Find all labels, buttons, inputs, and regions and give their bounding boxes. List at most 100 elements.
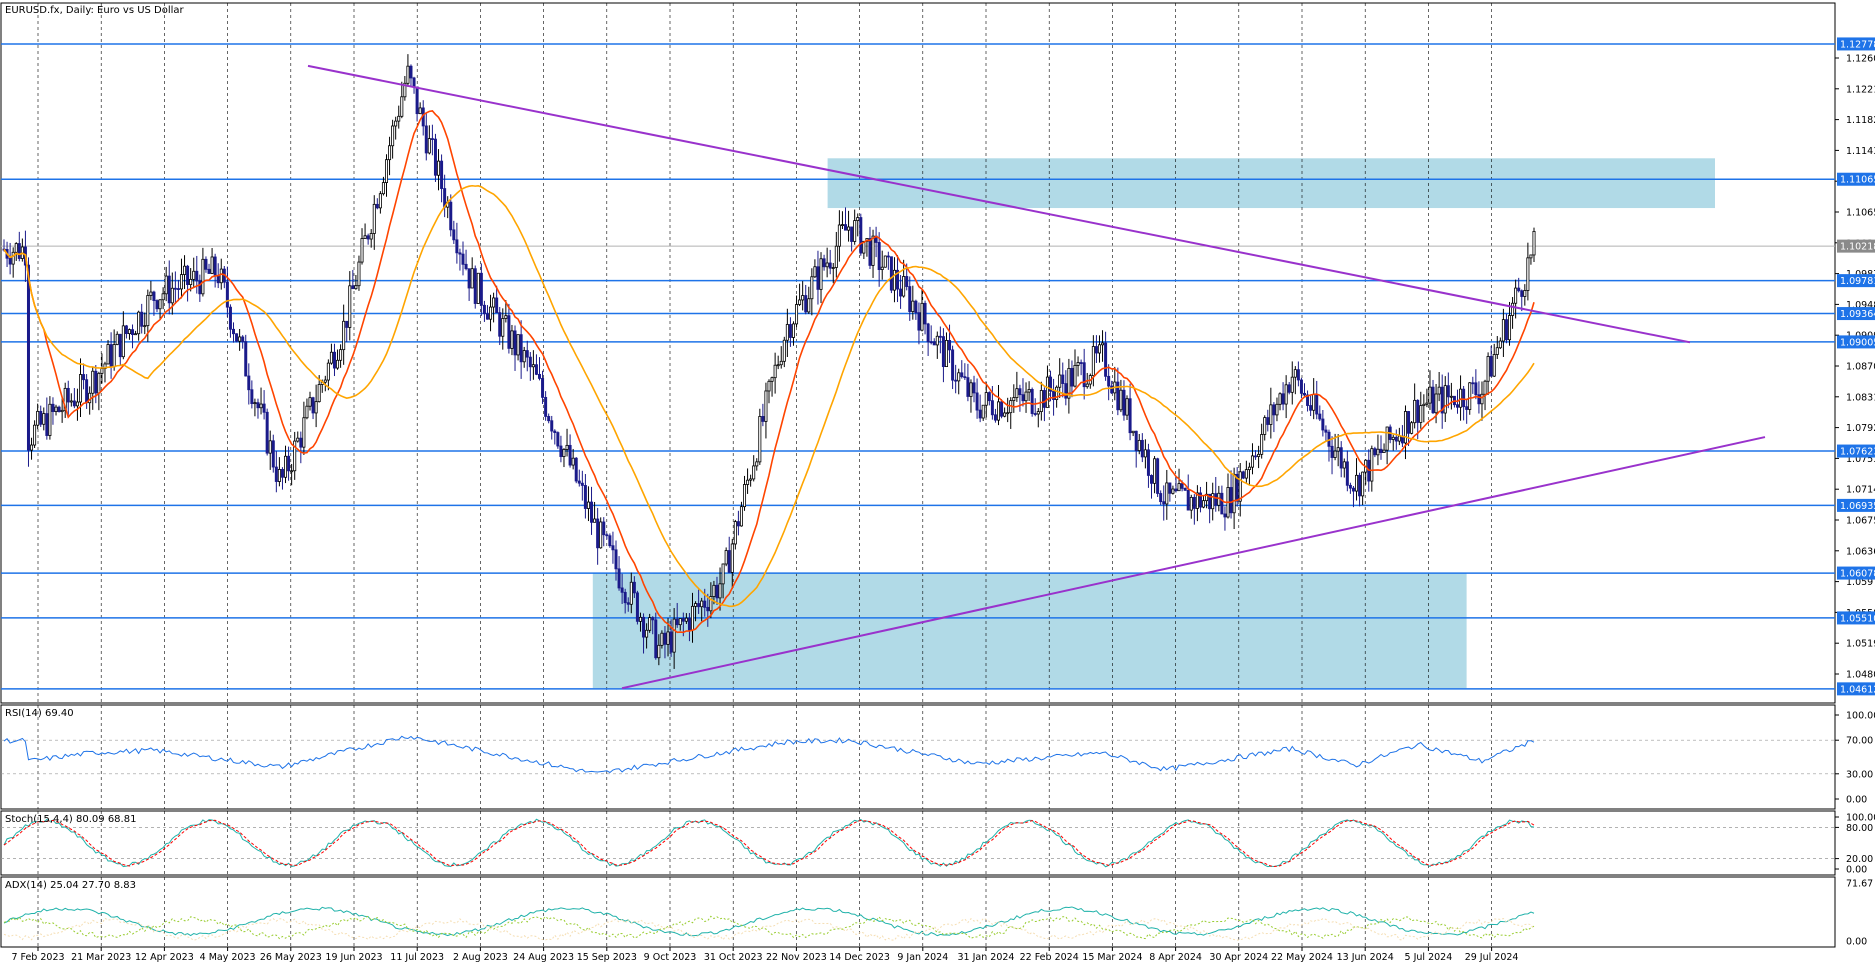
- price-axis[interactable]: 1.126001.122101.118201.114301.110401.106…: [1835, 37, 1875, 948]
- candle-body: [1379, 448, 1383, 454]
- candle-body: [1321, 418, 1325, 431]
- candle-body: [767, 380, 771, 392]
- candle-body: [1250, 455, 1254, 468]
- candle-body: [339, 349, 343, 361]
- candle-body: [94, 370, 98, 394]
- candle-body: [776, 364, 780, 367]
- candle-body: [1419, 405, 1423, 423]
- price-level-label: 1.09364: [1840, 309, 1875, 320]
- candle-body: [700, 600, 704, 608]
- candle-body: [1003, 412, 1007, 417]
- candle-body: [82, 374, 86, 381]
- candle-body: [345, 320, 349, 328]
- candle-body: [1345, 461, 1349, 486]
- candle-body: [464, 263, 468, 270]
- candle-body: [694, 603, 698, 607]
- candle-body: [951, 349, 955, 381]
- candle-body: [277, 469, 281, 482]
- candle-body: [889, 256, 893, 291]
- candle-body: [1296, 369, 1300, 381]
- candle-body: [746, 479, 750, 485]
- candle-body: [1107, 375, 1111, 387]
- candle-body: [235, 333, 239, 342]
- candle-body: [1413, 399, 1417, 424]
- candle-body: [461, 253, 465, 265]
- candle-body: [541, 378, 545, 398]
- candle-body: [143, 325, 147, 328]
- candle-body: [1382, 449, 1386, 454]
- candle-body: [691, 605, 695, 631]
- candle-body: [978, 409, 982, 419]
- price-level-label: 1.09005: [1840, 337, 1875, 348]
- candle-body: [1134, 430, 1138, 451]
- candle-body: [305, 405, 309, 419]
- candle-body: [1422, 403, 1426, 407]
- adx-title: ADX(14) 25.04 27.70 8.83: [5, 880, 136, 891]
- candle-body: [605, 534, 609, 537]
- candle-body: [623, 591, 627, 604]
- candle-body: [11, 251, 15, 265]
- adx-line: [3, 906, 1535, 937]
- candle-body: [45, 413, 49, 436]
- candle-body: [1523, 290, 1527, 297]
- candle-body: [1397, 435, 1401, 442]
- candle-body: [1229, 487, 1233, 514]
- candle-body: [522, 350, 526, 363]
- candle-body: [207, 268, 211, 274]
- candle-body: [941, 336, 945, 368]
- candle-body: [326, 362, 330, 381]
- candle-body: [544, 396, 548, 417]
- candle-body: [348, 285, 352, 328]
- price-level-label: 1.12778: [1840, 39, 1875, 50]
- candle-body: [620, 587, 624, 593]
- candle-body: [1116, 381, 1120, 411]
- candle-body: [397, 115, 401, 122]
- candle-body: [1244, 469, 1248, 479]
- price-tick-label: 1.12600: [1846, 54, 1875, 65]
- candle-body: [1174, 488, 1178, 492]
- time-tick-label: 31 Jan 2024: [958, 952, 1015, 963]
- stoch-layer: [1, 818, 1835, 868]
- price-level-tag: [1837, 444, 1875, 458]
- candle-body: [672, 618, 676, 653]
- candle-body: [384, 159, 388, 183]
- candle-body: [452, 229, 456, 241]
- time-tick-label: 13 Jun 2024: [1337, 952, 1394, 963]
- candle-body: [131, 329, 135, 335]
- candle-body: [926, 323, 930, 343]
- candle-body: [911, 300, 915, 312]
- candle-body: [1403, 411, 1407, 444]
- candle-body: [626, 602, 630, 605]
- candle-body: [366, 235, 370, 240]
- time-axis[interactable]: 7 Feb 2023 21 Mar 2023 12 Apr 2023 4 May 20…: [11, 947, 1518, 963]
- candle-body: [773, 364, 777, 379]
- candle-body: [948, 340, 952, 351]
- adx-tick-label: 0.00: [1846, 937, 1867, 948]
- candle-body: [430, 138, 434, 140]
- candle-body: [706, 606, 710, 612]
- candle-body: [513, 330, 517, 356]
- candle-body: [106, 344, 110, 365]
- candle-body: [1407, 411, 1411, 434]
- candle-body: [721, 563, 725, 585]
- candle-body: [1293, 369, 1297, 378]
- candle-body: [225, 281, 229, 308]
- candle-body: [957, 372, 961, 382]
- candle-body: [1018, 388, 1022, 396]
- candle-body: [593, 518, 597, 523]
- candle-body: [1266, 417, 1270, 425]
- candle-body: [485, 313, 489, 320]
- candle-body: [1257, 453, 1261, 457]
- candle-body: [1342, 461, 1346, 469]
- candle-body: [660, 632, 664, 646]
- candle-body: [761, 416, 765, 422]
- candle-body: [614, 549, 618, 570]
- time-tick-label: 19 Jun 2023: [325, 952, 382, 963]
- candle-body: [583, 485, 587, 509]
- candle-body: [241, 336, 245, 343]
- candle-body: [1036, 411, 1040, 415]
- candle-body: [437, 160, 441, 176]
- candle-body: [938, 335, 942, 338]
